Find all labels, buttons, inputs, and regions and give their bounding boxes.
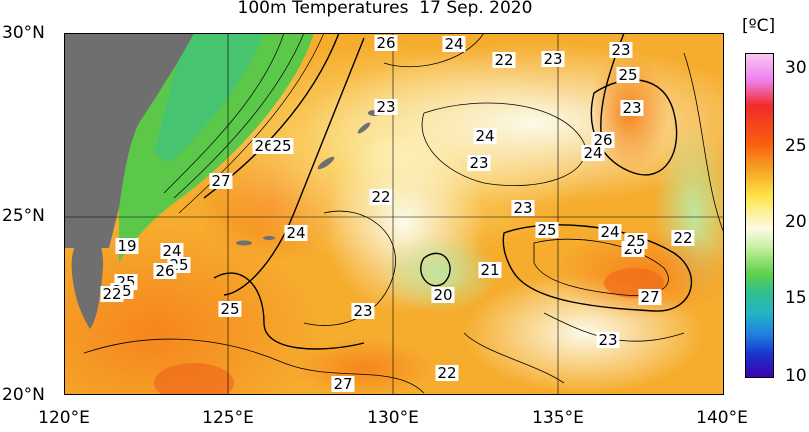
colorbar-unit: [ºC] [742,16,776,36]
colorbar [745,53,774,378]
mainland-china [64,33,194,248]
lat-tick: 30°N [2,23,45,43]
lon-tick: 135°E [532,408,584,428]
colorbar-tick: 25 [785,136,807,156]
contour-label: 26 [374,34,398,52]
cold-shelf-water [119,33,314,263]
lon-tick: 125°E [202,408,254,428]
contour-label: 24 [598,223,622,241]
contour-label: 27 [209,172,233,190]
contour-label: 22 [435,364,459,382]
contour-label: 22 [671,229,695,247]
colorbar-tick: 20 [785,212,807,232]
contour-label: 22 [492,51,516,69]
contour-label: 21 [478,261,502,279]
contour-label: 22 [100,285,124,303]
contour-label: 27 [638,288,662,306]
colorbar-tick: 10 [785,366,807,386]
contour-label: 24 [473,127,497,145]
temperature-map: 26 24 22 23 23 25 23 23 24 26 24 23 26 2… [64,33,724,395]
contour-label: 23 [596,331,620,349]
contour-label: 23 [609,41,633,59]
contour-label: 23 [467,154,491,172]
contour-label: 26 [591,131,615,149]
contour-label: 26 [153,262,177,280]
map-svg [64,33,724,395]
colorbar-tick: 30 [785,58,807,78]
lat-tick: 20°N [2,385,45,405]
contour-label: 24 [581,144,605,162]
contour-label: 23 [351,302,375,320]
contour-label: 25 [218,300,242,318]
contour-label: 23 [374,98,398,116]
contour-label: 23 [620,99,644,117]
colorbar-tick: 15 [785,288,807,308]
contour-label: 25 [624,232,648,250]
contour-label: 22 [369,188,393,206]
contour-label: 24 [284,224,308,242]
map-title: 100m Temperatures 17 Sep. 2020 [237,0,533,18]
contour-label: 27 [331,375,355,393]
lon-tick: 120°E [38,408,90,428]
lon-tick: 140°E [696,408,748,428]
contour-label: 20 [431,286,455,304]
contour-label: 25 [616,66,640,84]
contour-label: 23 [541,50,565,68]
contour-label: 24 [160,242,184,260]
contour-label: 25 [535,221,559,239]
taiwan [71,232,104,329]
contour-label: 26 [252,137,276,155]
contour-label: 24 [442,35,466,53]
contour-label: 19 [115,237,139,255]
contour-label: 25 [270,137,294,155]
lat-tick: 25°N [2,206,45,226]
lon-tick: 130°E [367,408,419,428]
contour-label: 23 [511,199,535,217]
